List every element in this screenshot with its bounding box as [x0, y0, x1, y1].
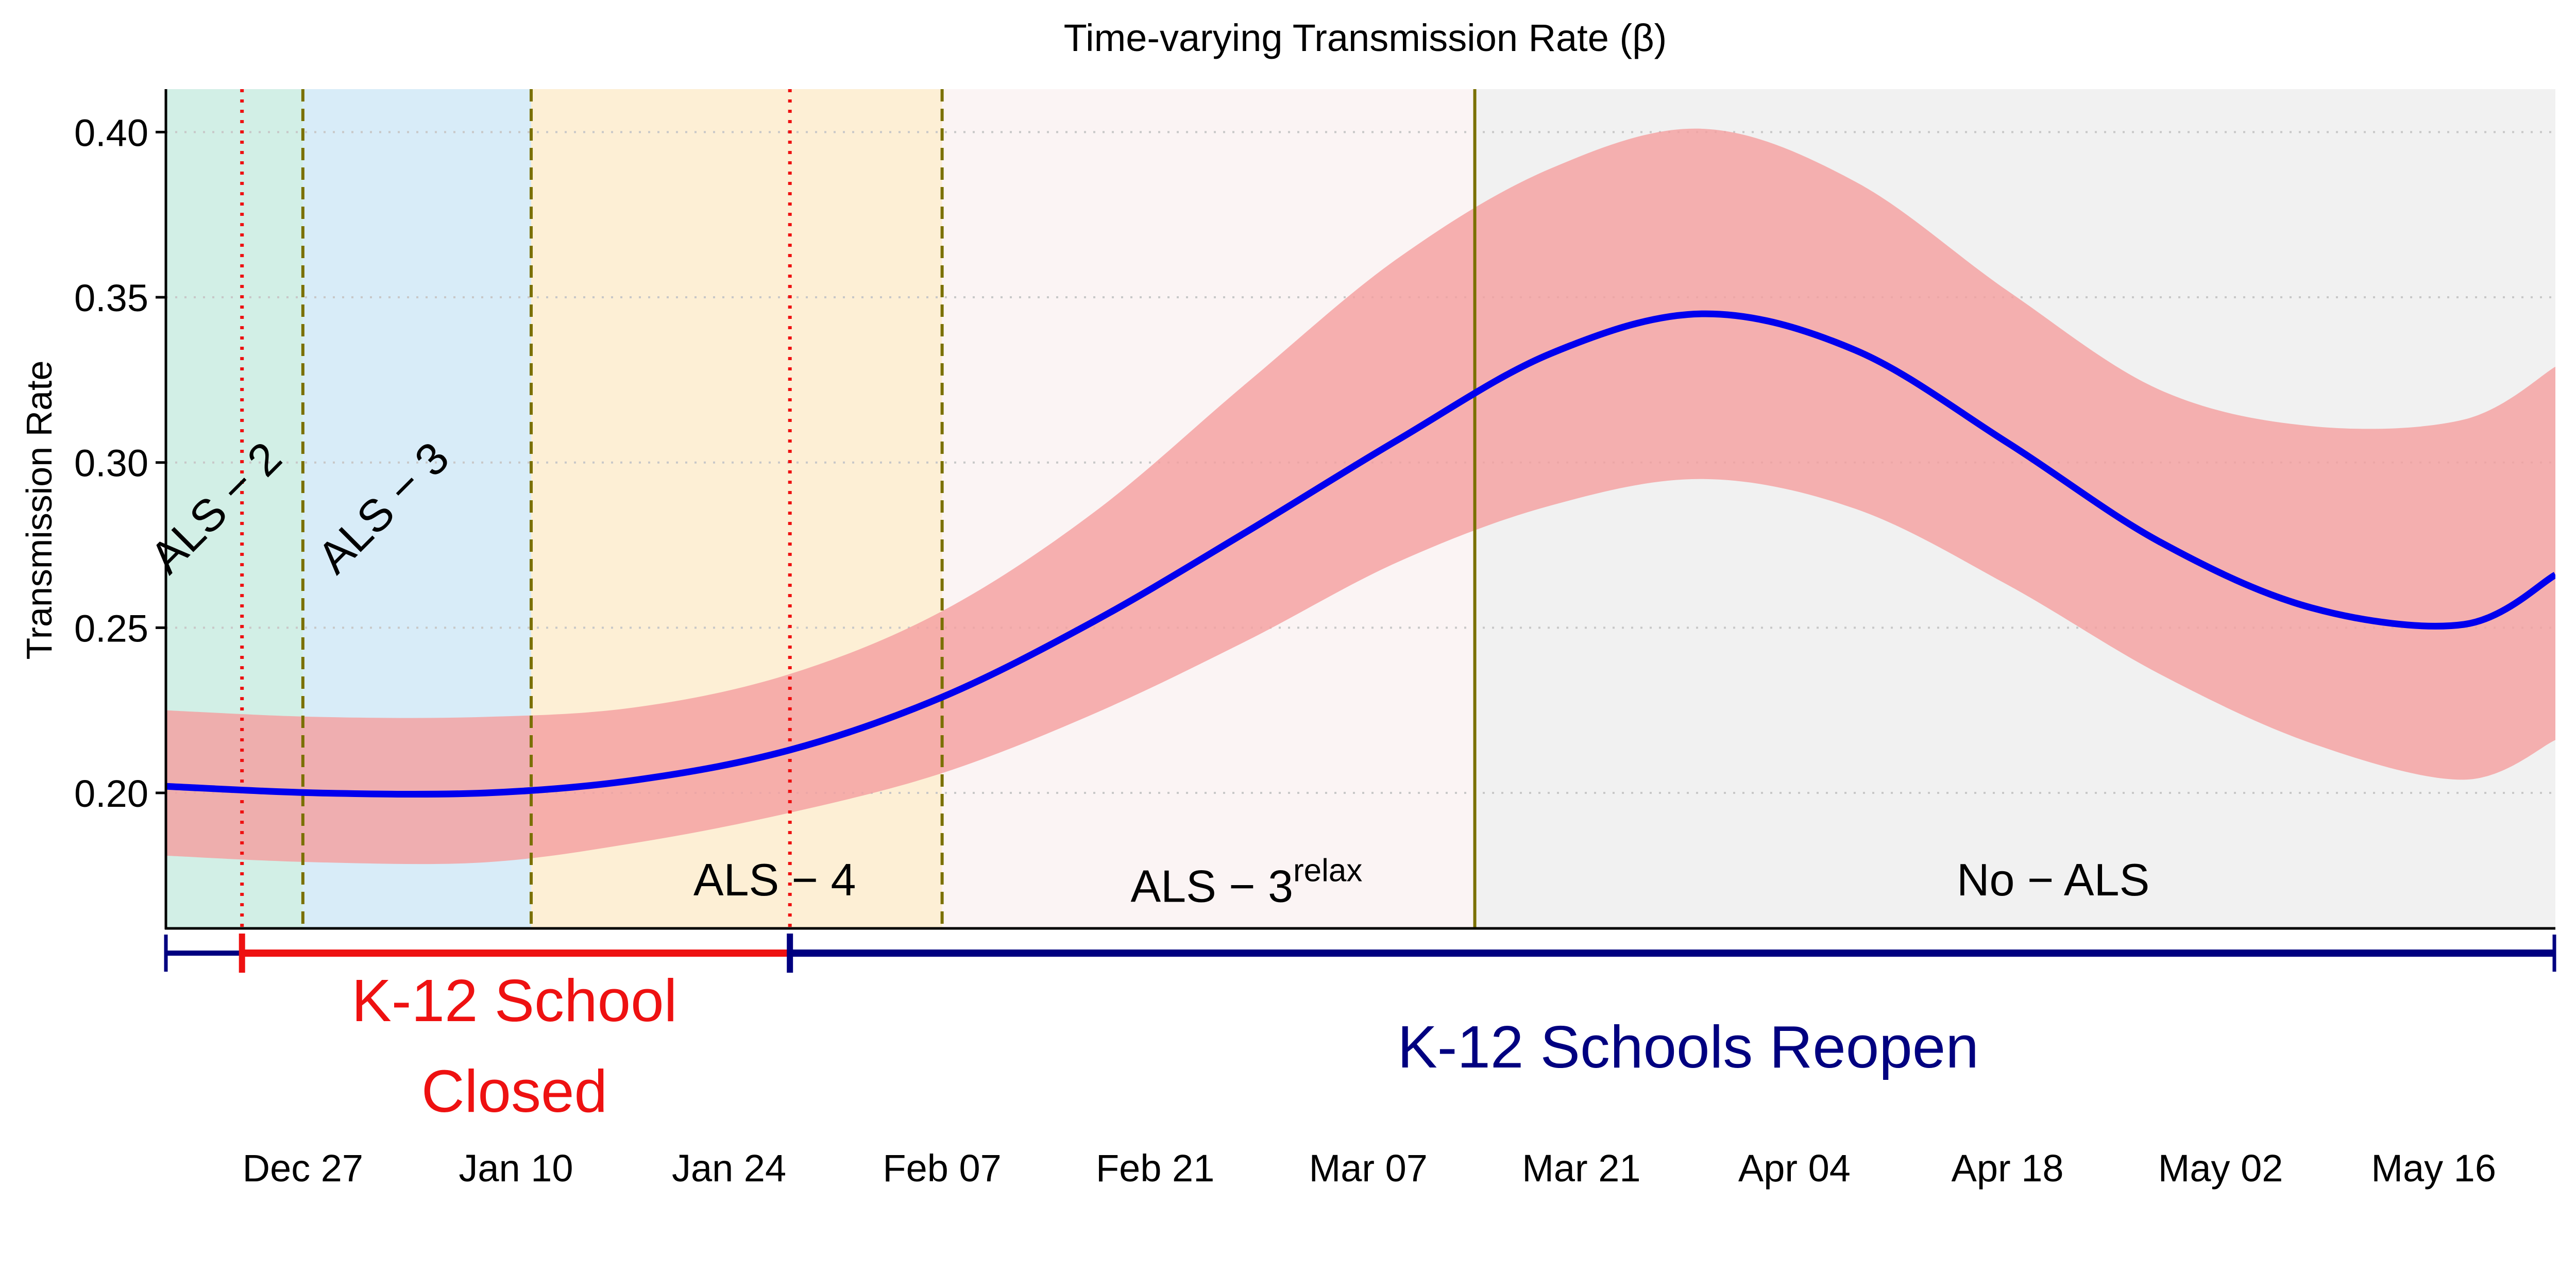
phase-label-main: ALS − 3 — [1130, 861, 1293, 912]
phase-divider-lines — [240, 89, 1477, 928]
x-tick-label: Jan 24 — [672, 1147, 786, 1190]
confidence-band — [166, 128, 2555, 865]
axes — [164, 89, 2555, 930]
x-ticks: Dec 27 Jan 10 Jan 24 Feb 07 Feb 21 Mar 07 Mar … — [243, 1147, 2496, 1190]
x-tick-label: Apr 18 — [1951, 1147, 2063, 1190]
phase-label-superscript: relax — [1293, 853, 1362, 889]
phase-label: ALS − 3relax — [1130, 853, 1362, 912]
x-tick-label: Feb 07 — [883, 1147, 1001, 1190]
y-tick-label: 0.20 — [74, 772, 148, 815]
x-tick-label: May 02 — [2158, 1147, 2283, 1190]
confidence-band-group — [166, 128, 2555, 865]
x-tick-label: Mar 21 — [1522, 1147, 1640, 1190]
y-ticks: 0.20 0.25 0.30 0.35 0.40 — [74, 111, 166, 815]
x-tick-label: May 16 — [2371, 1147, 2496, 1190]
y-tick-label: 0.35 — [74, 277, 148, 319]
school-timeline: K-12 School Closed K-12 Schools Reopen — [164, 934, 2556, 1125]
phase-label: No − ALS — [1957, 854, 2149, 905]
chart-title: Time-varying Transmission Rate (β) — [1064, 16, 1667, 59]
school-closed-label: Closed — [421, 1058, 607, 1125]
y-tick-label: 0.40 — [74, 111, 148, 154]
x-tick-label: Mar 07 — [1309, 1147, 1428, 1190]
x-tick-label: Dec 27 — [243, 1147, 363, 1190]
school-closed-label: K-12 School — [351, 967, 677, 1034]
x-tick-label: Jan 10 — [459, 1147, 573, 1190]
x-tick-label: Feb 21 — [1096, 1147, 1214, 1190]
phase-label: ALS − 4 — [693, 854, 856, 905]
y-axis-label: Transmission Rate — [19, 361, 59, 660]
phase-label-main: ALS − 4 — [693, 854, 856, 905]
y-tick-label: 0.30 — [74, 442, 148, 485]
school-reopen-label: K-12 Schools Reopen — [1397, 1013, 1979, 1080]
phase-label-main: No − ALS — [1957, 854, 2149, 905]
y-tick-label: 0.25 — [74, 607, 148, 650]
series-line — [166, 310, 2555, 798]
x-tick-label: Apr 04 — [1738, 1147, 1851, 1190]
series-group — [166, 310, 2555, 798]
